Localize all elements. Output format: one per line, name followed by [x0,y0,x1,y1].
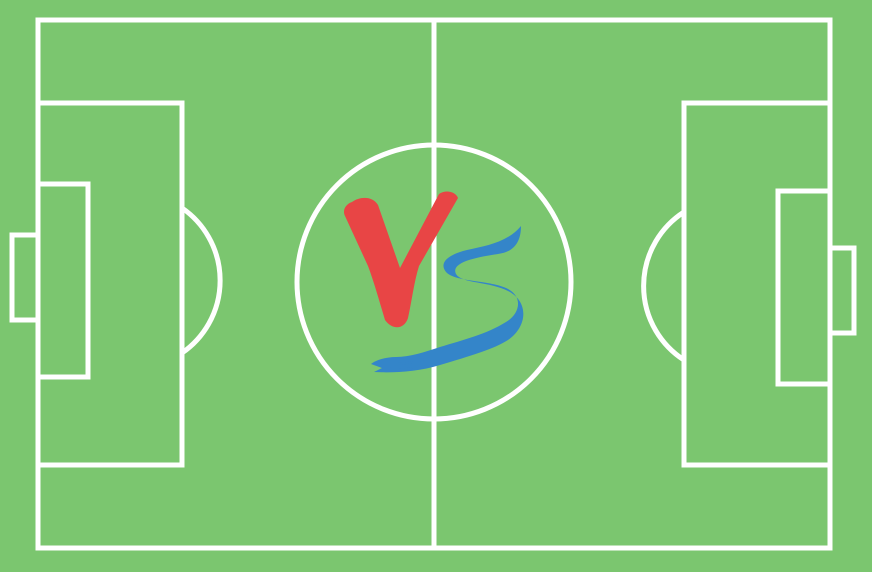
vs-letter-v [343,191,458,328]
vs-letter-s [371,226,524,373]
right-penalty-arc [641,209,686,363]
right-goal [827,245,857,336]
vs-logo [343,191,524,373]
vs-letter-s-tail [379,357,431,371]
center-circle [294,142,574,422]
left-goal [9,232,41,323]
left-penalty-arc [180,205,223,356]
